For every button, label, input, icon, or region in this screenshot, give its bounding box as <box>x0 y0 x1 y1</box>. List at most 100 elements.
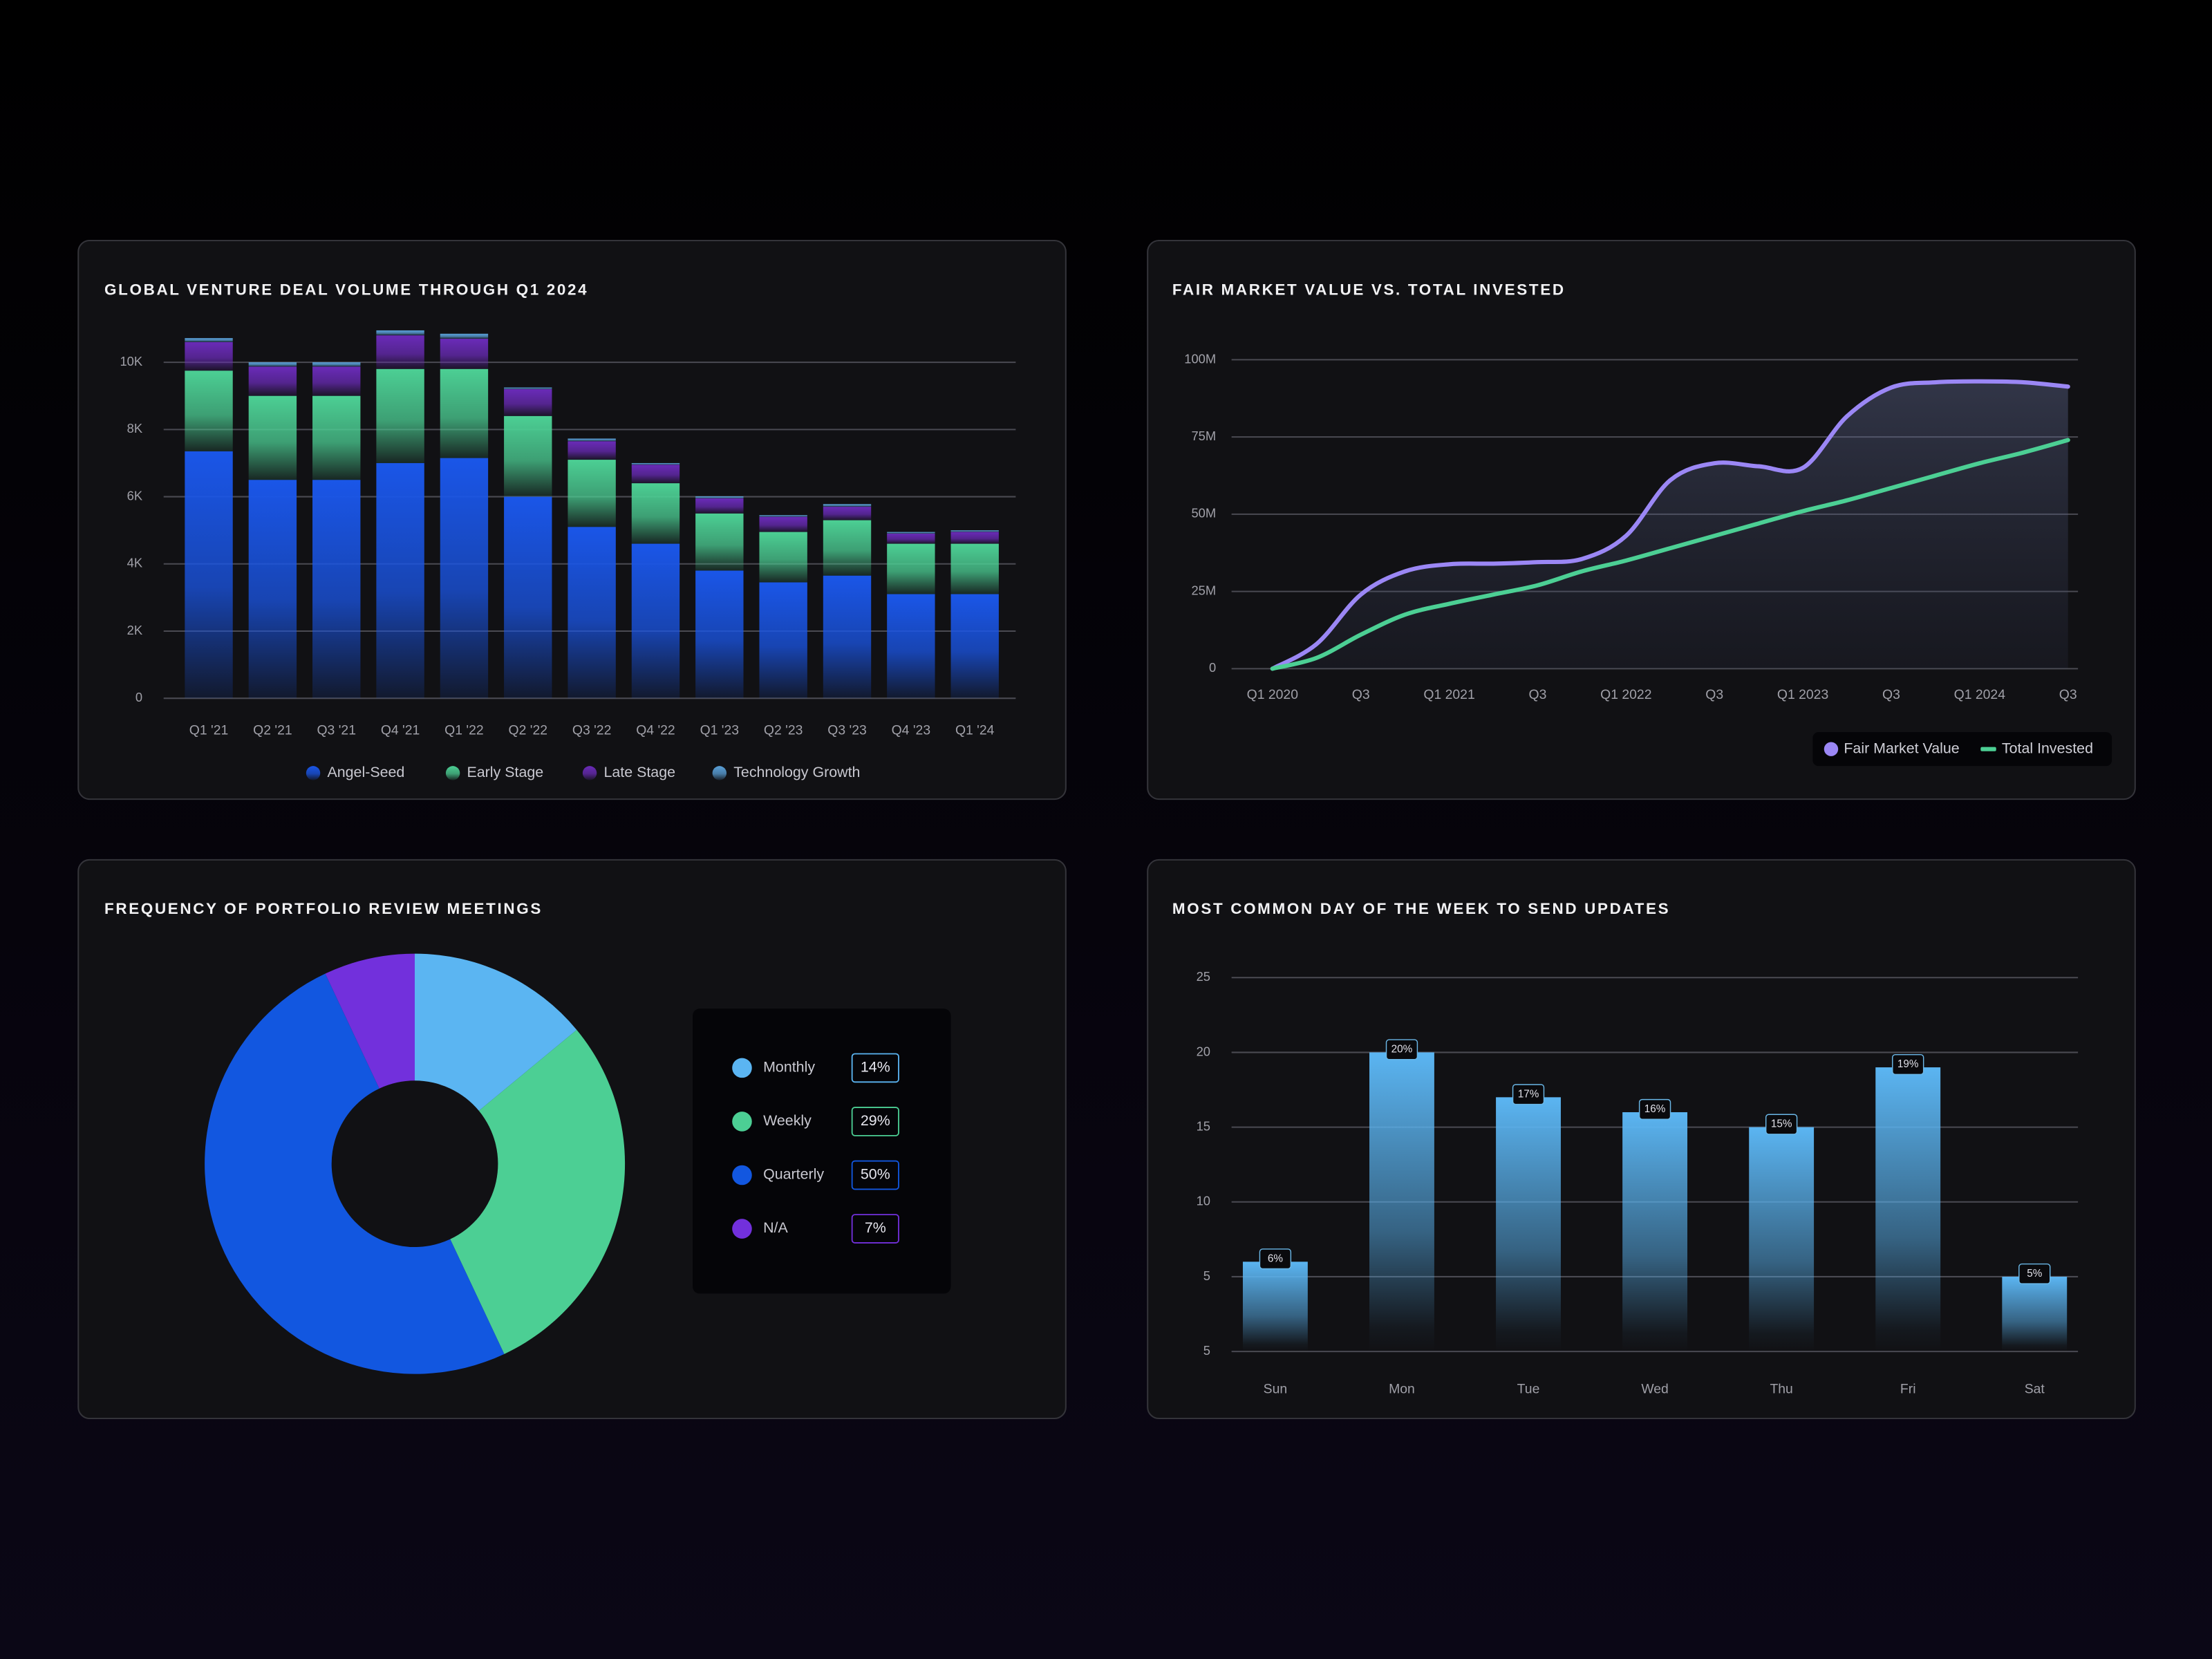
bar-segment <box>440 458 489 699</box>
value-label: 7% <box>865 1219 886 1236</box>
x-tick-label: Thu <box>1770 1381 1792 1396</box>
x-tick-label: Q1 '21 <box>189 722 228 738</box>
x-tick-label: Q1 '24 <box>955 722 995 738</box>
bar-segment <box>823 504 872 507</box>
legend-label: Weekly <box>763 1112 812 1129</box>
legend-swatch <box>732 1165 752 1185</box>
x-tick-label: Q1 2024 <box>1954 687 2006 702</box>
legend-swatch <box>732 1058 752 1078</box>
bar <box>1875 1067 1941 1352</box>
bar-segment <box>504 415 552 497</box>
y-tick-label: 5 <box>1203 1268 1210 1283</box>
value-label: 29% <box>861 1112 890 1129</box>
x-tick-label: Mon <box>1389 1381 1415 1396</box>
x-tick-label: Q4 '22 <box>636 722 675 738</box>
x-tick-label: Q1 2020 <box>1247 687 1299 702</box>
bar-segment <box>695 496 744 498</box>
x-tick-label: Q3 '21 <box>317 722 355 738</box>
x-tick-label: Q2 '21 <box>253 722 292 738</box>
y-tick-label: 0 <box>135 690 142 704</box>
value-label: 20% <box>1391 1043 1413 1055</box>
legend-swatch <box>712 766 727 780</box>
bar <box>1242 1262 1308 1352</box>
y-tick-label: 2K <box>127 623 143 637</box>
value-label-box <box>851 1053 899 1083</box>
legend-swatch <box>445 766 460 780</box>
chart-title: FAIR MARKET VALUE VS. TOTAL INVESTED <box>1172 281 1566 298</box>
bar-segment <box>440 368 489 458</box>
chart-title: GLOBAL VENTURE DEAL VOLUME THROUGH Q1 20… <box>104 281 588 298</box>
bar-segment <box>248 395 297 480</box>
bar-segment <box>950 594 999 699</box>
bar <box>1369 1052 1434 1352</box>
bar <box>1622 1112 1688 1352</box>
bar-segment <box>568 441 616 460</box>
bar-segment <box>887 534 935 544</box>
bar-segment <box>376 335 424 369</box>
bar-segment <box>440 333 489 339</box>
bar-segment <box>376 368 424 463</box>
bar-segment <box>887 594 935 699</box>
bar-segment <box>504 389 552 416</box>
x-tick-label: Q1 2021 <box>1423 687 1474 702</box>
y-tick-label: 8K <box>127 421 143 435</box>
legend-label: Monthly <box>763 1059 815 1076</box>
x-tick-label: Q4 '21 <box>381 722 420 738</box>
x-tick-label: Q1 2023 <box>1777 687 1828 702</box>
bar-segment <box>759 582 807 699</box>
bar-segment <box>504 496 552 699</box>
bar-segment <box>185 451 233 699</box>
y-tick-label: 5 <box>1203 1343 1210 1358</box>
value-label-box <box>851 1214 899 1244</box>
y-tick-label: 50M <box>1191 506 1216 521</box>
bar-segment <box>504 387 552 390</box>
bar-segment <box>823 520 872 576</box>
legend-label: N/A <box>763 1219 788 1236</box>
x-tick-label: Sun <box>1264 1381 1287 1396</box>
bar-segment <box>312 395 361 480</box>
legend-label: Early Stage <box>467 764 544 780</box>
bar-segment <box>248 366 297 396</box>
chart-title: FREQUENCY OF PORTFOLIO REVIEW MEETINGS <box>104 900 543 917</box>
x-tick-label: Q3 '22 <box>572 722 611 738</box>
legend-box <box>693 1009 951 1294</box>
value-label-box <box>1259 1248 1292 1270</box>
bar-segment <box>631 462 680 465</box>
x-tick-label: Q1 '22 <box>444 722 483 738</box>
bar-segment <box>759 516 807 532</box>
bar-segment <box>312 366 361 396</box>
value-label: 16% <box>1644 1103 1666 1115</box>
x-tick-label: Q1 2022 <box>1600 687 1651 702</box>
legend-swatch <box>732 1112 752 1132</box>
value-label: 17% <box>1518 1088 1539 1100</box>
bar-segment <box>695 513 744 571</box>
legend-label: Angel-Seed <box>327 764 404 780</box>
chart-title: MOST COMMON DAY OF THE WEEK TO SEND UPDA… <box>1172 900 1670 917</box>
value-label: 50% <box>861 1166 890 1183</box>
y-tick-label: 25M <box>1191 583 1216 597</box>
legend-swatch <box>1980 747 1996 751</box>
y-tick-label: 15 <box>1197 1118 1210 1133</box>
value-label-box <box>1892 1053 1924 1075</box>
legend-label: Fair Market Value <box>1844 740 1959 756</box>
x-tick-label: Sat <box>2025 1381 2045 1396</box>
donut-slice <box>205 973 505 1374</box>
y-tick-label: 10 <box>1197 1194 1210 1208</box>
bar-segment <box>759 532 807 583</box>
bar-segment <box>695 570 744 699</box>
y-tick-label: 6K <box>127 488 143 503</box>
x-tick-label: Q3 <box>1882 687 1900 702</box>
bar-segment <box>631 543 680 699</box>
bar-segment <box>185 341 233 371</box>
y-tick-label: 20 <box>1197 1044 1210 1058</box>
x-tick-label: Q3 <box>2059 687 2077 702</box>
value-label-box <box>851 1107 899 1136</box>
value-label-box <box>2018 1263 2051 1284</box>
donut-slice <box>415 953 577 1111</box>
x-tick-label: Q2 '23 <box>764 722 803 738</box>
legend-label: Quarterly <box>763 1166 824 1183</box>
bar-segment <box>631 465 680 484</box>
bar-segment <box>440 339 489 369</box>
